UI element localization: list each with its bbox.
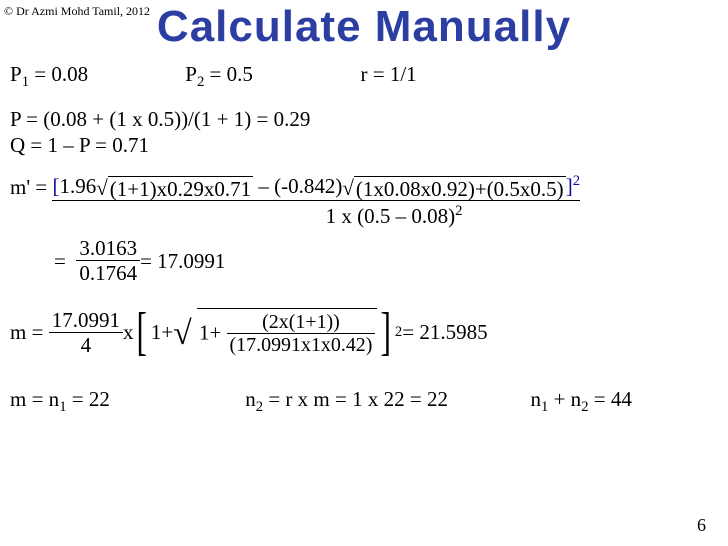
mprime-equation: m' = [1.96√(1+1)x0.29x0.71 – (-0.842)√(1…: [10, 173, 718, 201]
sqrt-icon: √(1x0.08x0.92)+(0.5x0.5): [342, 176, 565, 201]
m-fraction1: 17.0991 4: [49, 308, 123, 357]
param-p2: P2 = 0.5: [185, 62, 355, 91]
mprime-denominator: 1 x (0.5 – 0.08)2: [70, 203, 718, 228]
mprime-label: m' =: [10, 175, 52, 199]
q-equation: Q = 1 – P = 0.71: [10, 133, 718, 157]
result-n1: m = n1 = 22: [10, 387, 240, 416]
page-number: 6: [697, 515, 706, 536]
sqrt-icon: √(1+1)x0.29x0.71: [96, 176, 253, 201]
mprime-rbracket: ]: [566, 174, 573, 198]
m-equation: m = 17.0991 4 x [ 1+ √ 1+ (2x(1+1)) (17.…: [10, 308, 718, 358]
rbracket-icon: ]: [381, 311, 391, 353]
param-p1: P1 = 0.08: [10, 62, 180, 91]
sqrt-icon: √ 1+ (2x(1+1)) (17.0991x1x0.42): [173, 308, 377, 358]
m-label: m =: [10, 320, 49, 344]
mprime-result: = 3.0163 0.1764 = 17.0991: [54, 236, 718, 285]
mprime-numerator: [1.96√(1+1)x0.29x0.71 – (-0.842)√(1x0.08…: [52, 174, 580, 201]
parameters-row: P1 = 0.08 P2 = 0.5 r = 1/1: [10, 62, 718, 91]
slide-title: Calculate Manually: [0, 2, 728, 52]
math-content: P1 = 0.08 P2 = 0.5 r = 1/1 P = (0.08 + (…: [10, 62, 718, 419]
lbracket-icon: [: [137, 311, 147, 353]
p-equation: P = (0.08 + (1 x 0.5))/(1 + 1) = 0.29: [10, 107, 718, 131]
result-total: n1 + n2 = 44: [531, 387, 632, 411]
results-row: m = n1 = 22 n2 = r x m = 1 x 22 = 22 n1 …: [10, 387, 718, 416]
param-r: r = 1/1: [361, 62, 417, 86]
mprime-fraction: 3.0163 0.1764: [76, 236, 140, 285]
m-fraction2: (2x(1+1)) (17.0991x1x0.42): [227, 311, 376, 358]
result-n2: n2 = r x m = 1 x 22 = 22: [245, 387, 525, 416]
